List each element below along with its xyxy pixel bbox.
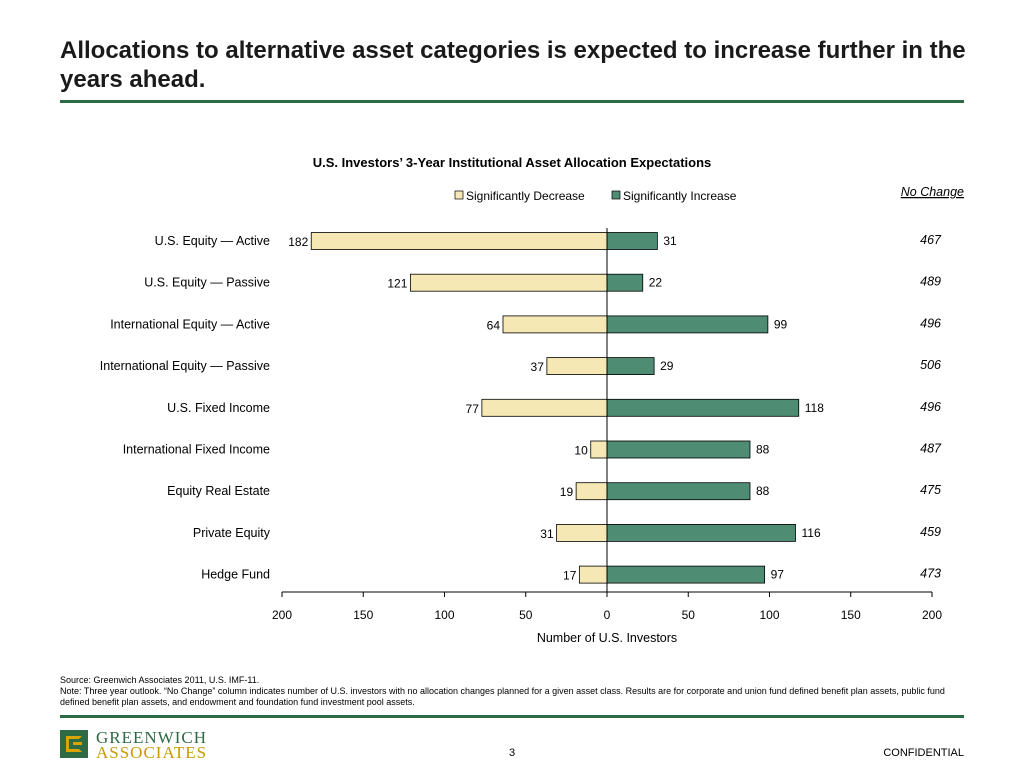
category-label: Private Equity — [193, 526, 271, 540]
no-change-value: 473 — [920, 567, 941, 581]
legend-swatch-decrease — [454, 190, 464, 200]
bar-decrease — [310, 232, 608, 250]
bar-increase — [606, 524, 796, 542]
no-change-value: 467 — [920, 233, 942, 247]
bar-increase — [606, 482, 751, 501]
x-tick-label: 0 — [604, 608, 611, 622]
bar-increase — [606, 440, 751, 459]
data-label-decrease: 64 — [487, 318, 501, 332]
data-label-increase: 99 — [774, 317, 788, 331]
bar-increase — [606, 273, 644, 292]
bar-decrease — [556, 524, 608, 542]
category-label: U.S. Fixed Income — [167, 401, 270, 415]
top-divider — [60, 100, 964, 103]
no-change-header: No Change — [901, 185, 964, 199]
category-label: U.S. Equity — Passive — [144, 276, 270, 290]
no-change-value: 487 — [920, 442, 942, 456]
bar-increase — [606, 565, 766, 584]
slide-title: Allocations to alternative asset categor… — [60, 37, 966, 93]
logo-wordmark: GREENWICH ASSOCIATES — [96, 728, 208, 762]
note-line: Note: Three year outlook. “No Change” co… — [60, 686, 945, 707]
bar-decrease — [409, 273, 608, 292]
bar-decrease — [575, 482, 608, 501]
legend-label-decrease: Significantly Decrease — [466, 189, 585, 203]
bottom-divider — [60, 715, 964, 718]
x-tick-label: 150 — [353, 608, 373, 622]
bar-increase — [606, 357, 655, 376]
data-label-decrease: 17 — [563, 569, 577, 583]
no-change-value: 496 — [920, 400, 941, 414]
data-label-increase: 22 — [649, 276, 663, 290]
legend-label-increase: Significantly Increase — [623, 189, 737, 203]
x-tick-label: 50 — [519, 608, 533, 622]
bar-increase — [606, 315, 769, 334]
category-label: International Equity — Passive — [100, 359, 270, 373]
diverging-bar-chart: U.S. Investors’ 3-Year Institutional Ass… — [100, 155, 964, 645]
data-label-decrease: 19 — [560, 485, 574, 499]
data-label-decrease: 37 — [531, 360, 545, 374]
x-tick-label: 100 — [434, 608, 454, 622]
logo-line-2: ASSOCIATES — [96, 743, 208, 762]
no-change-value: 459 — [920, 525, 941, 539]
x-tick-label: 200 — [922, 608, 942, 622]
data-label-increase: 29 — [660, 359, 674, 373]
no-change-value: 475 — [920, 483, 941, 497]
bar-decrease — [578, 565, 608, 584]
data-label-increase: 118 — [805, 401, 824, 415]
data-label-decrease: 77 — [466, 402, 480, 416]
no-change-value: 489 — [920, 275, 941, 289]
data-label-decrease: 10 — [574, 444, 588, 458]
source-line: Source: Greenwich Associates 2011, U.S. … — [60, 675, 260, 685]
data-label-decrease: 121 — [387, 277, 407, 291]
x-tick-label: 200 — [272, 608, 292, 622]
data-label-increase: 31 — [663, 234, 677, 248]
category-label: U.S. Equity — Active — [155, 234, 270, 248]
greenwich-logo: GREENWICH ASSOCIATES — [60, 728, 220, 762]
category-label: Hedge Fund — [201, 568, 270, 582]
data-label-increase: 88 — [756, 484, 770, 498]
chart-title: U.S. Investors’ 3-Year Institutional Ass… — [313, 155, 712, 170]
no-change-value: 496 — [920, 316, 941, 330]
data-label-increase: 88 — [756, 443, 770, 457]
source-notes: Source: Greenwich Associates 2011, U.S. … — [60, 675, 964, 708]
bar-decrease — [502, 315, 608, 334]
logo-line-1: GREENWICH — [96, 728, 207, 747]
bar-increase — [606, 398, 800, 417]
x-tick-label: 100 — [759, 608, 779, 622]
x-tick-label: 50 — [682, 608, 696, 622]
category-label: International Fixed Income — [123, 443, 270, 457]
x-tick-label: 150 — [841, 608, 861, 622]
bar-decrease — [546, 357, 608, 376]
category-label: International Equity — Active — [110, 317, 270, 331]
data-label-increase: 97 — [771, 568, 785, 582]
legend-swatch-increase — [611, 190, 621, 200]
logo-g-icon — [60, 730, 88, 758]
data-label-decrease: 31 — [540, 527, 554, 541]
page-number: 3 — [508, 747, 516, 759]
confidential-label: CONFIDENTIAL — [883, 747, 964, 759]
category-label: Equity Real Estate — [167, 484, 270, 498]
bar-increase — [606, 232, 658, 250]
bar-decrease — [481, 398, 608, 417]
data-label-increase: 116 — [802, 526, 821, 540]
no-change-value: 506 — [920, 358, 941, 372]
bar-decrease — [590, 440, 608, 459]
x-axis-title: Number of U.S. Investors — [537, 631, 677, 645]
data-label-decrease: 182 — [288, 235, 308, 249]
